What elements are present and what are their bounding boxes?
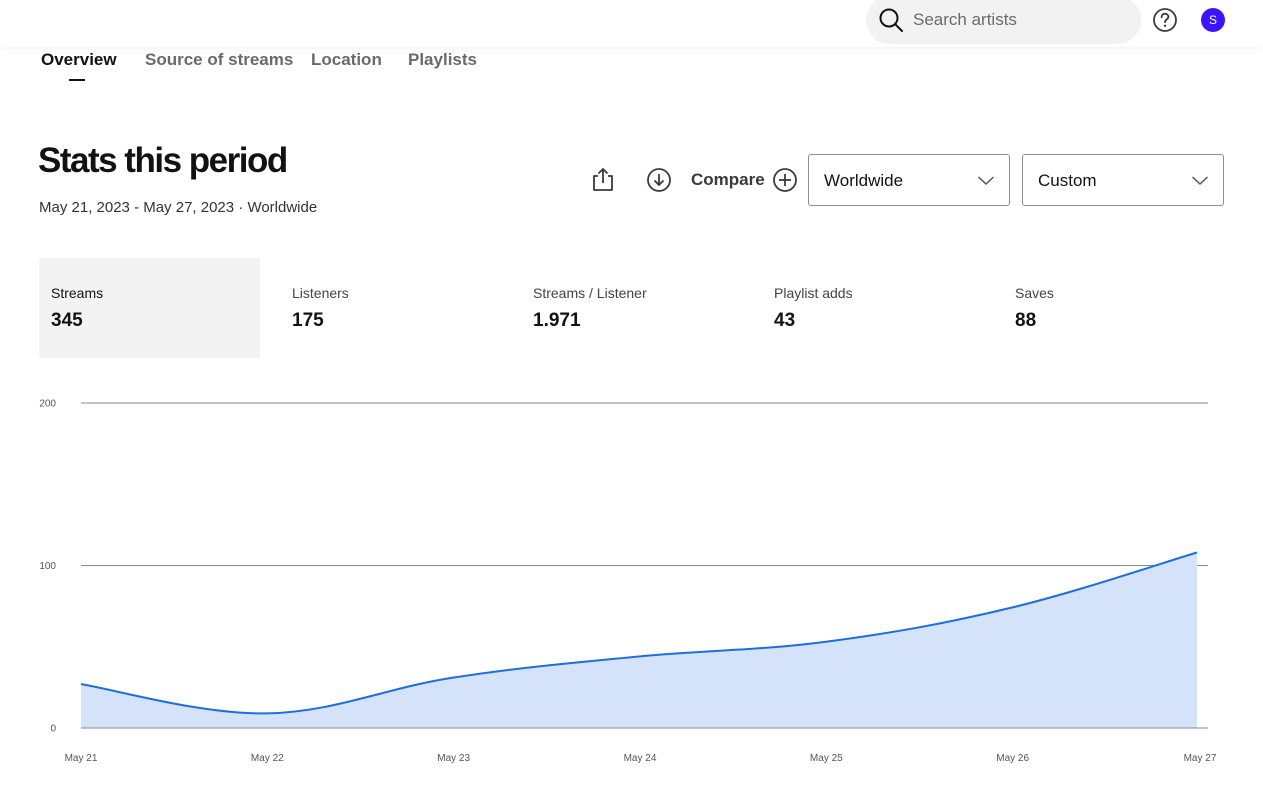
avatar[interactable]: S	[1201, 8, 1225, 32]
stat-label: Streams / Listener	[533, 285, 647, 301]
add-compare-icon[interactable]	[772, 167, 798, 193]
search-box[interactable]	[866, 0, 1141, 44]
stat-label: Streams	[51, 285, 104, 301]
help-icon[interactable]	[1152, 7, 1178, 33]
streams-line	[80, 551, 1198, 715]
chevron-down-icon	[1191, 176, 1209, 186]
streams-area	[81, 552, 1197, 728]
stat-value: 345	[51, 310, 83, 331]
stat-card-saves[interactable]: Saves 88	[1003, 258, 1224, 358]
x-tick-label: May 21	[65, 753, 98, 764]
x-tick-label: May 24	[624, 753, 657, 764]
tab-overview[interactable]: Overview	[41, 50, 117, 69]
stat-label: Saves	[1015, 285, 1054, 301]
x-tick-label: May 27	[1184, 753, 1217, 764]
stat-card-playlist-adds[interactable]: Playlist adds 43	[762, 258, 983, 358]
page-subtitle: May 21, 2023 - May 27, 2023 · Worldwide	[39, 199, 318, 216]
top-bar: S	[0, 0, 1263, 47]
x-tick-label: May 26	[996, 753, 1029, 764]
y-tick-label: 200	[39, 399, 56, 410]
download-icon[interactable]	[646, 167, 672, 193]
stat-card-listeners[interactable]: Listeners 175	[280, 258, 501, 358]
stat-value: 88	[1015, 310, 1037, 331]
x-tick-label: May 23	[437, 753, 470, 764]
tab-source-of-streams[interactable]: Source of streams	[145, 50, 294, 69]
page-title: Stats this period	[38, 141, 288, 180]
stat-value: 175	[292, 310, 324, 331]
avatar-initial: S	[1208, 13, 1217, 27]
x-tick-label: May 22	[251, 753, 284, 764]
chevron-down-icon	[977, 176, 995, 186]
x-tick-label: May 25	[810, 753, 843, 764]
stat-label: Listeners	[292, 285, 349, 301]
stat-label: Playlist adds	[774, 285, 853, 301]
stat-card-streams[interactable]: Streams 345	[39, 258, 260, 358]
period-select[interactable]: Custom	[1022, 154, 1224, 206]
stat-value: 43	[774, 310, 796, 331]
compare-button[interactable]: Compare	[691, 170, 765, 189]
search-input[interactable]	[913, 8, 1123, 32]
region-select-value: Worldwide	[824, 171, 904, 190]
active-tab-indicator	[69, 79, 85, 81]
y-tick-label: 0	[50, 724, 56, 735]
stat-card-streams-per-listener[interactable]: Streams / Listener 1.971	[521, 258, 742, 358]
share-icon[interactable]	[590, 166, 616, 192]
search-icon[interactable]	[878, 7, 904, 33]
y-tick-label: 100	[39, 561, 56, 572]
tab-playlists[interactable]: Playlists	[408, 50, 477, 69]
tab-location[interactable]: Location	[311, 50, 382, 69]
stat-value: 1.971	[533, 310, 581, 331]
region-select[interactable]: Worldwide	[808, 154, 1010, 206]
streams-chart: 0 100 200 May 21 May 22 May 23 May 24 May 25 May…	[39, 399, 1217, 765]
period-select-value: Custom	[1038, 171, 1097, 190]
